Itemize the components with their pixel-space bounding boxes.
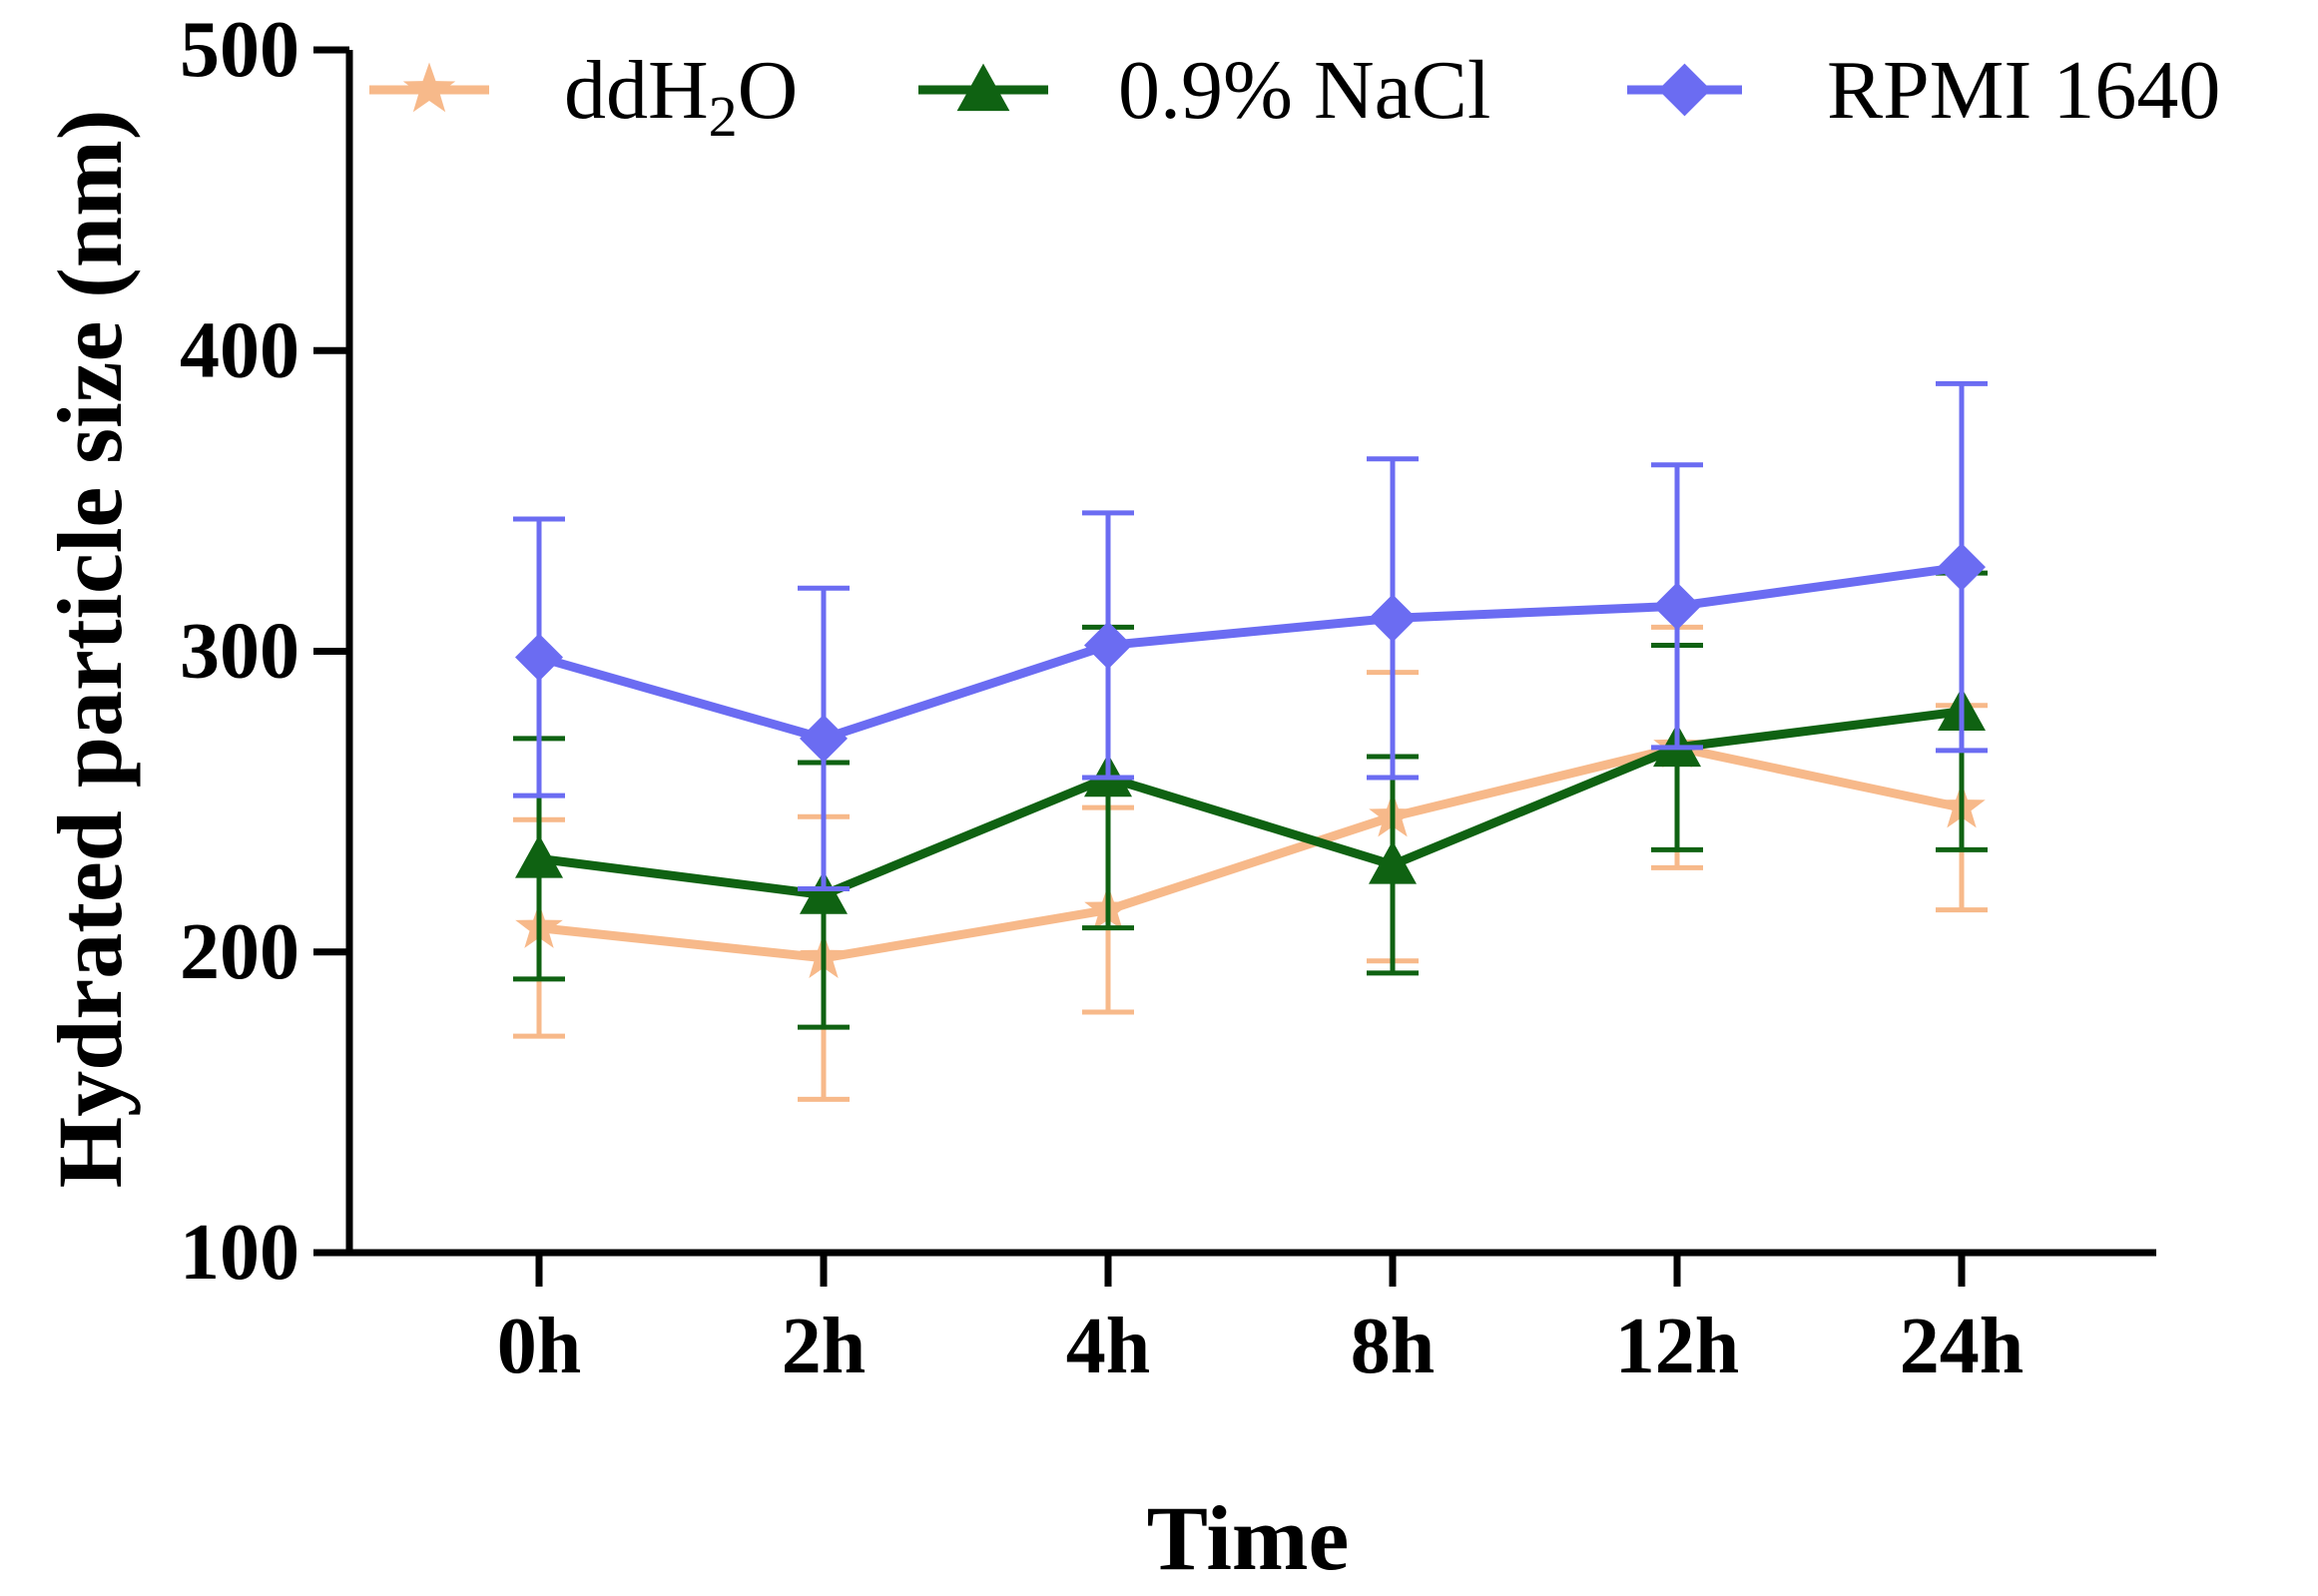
x-axis-title: Time <box>1147 1487 1350 1589</box>
series-3 <box>513 380 1988 891</box>
data-point <box>515 633 563 682</box>
legend-label: ddH2O <box>564 44 798 149</box>
x-tick-label: 12h <box>1615 1303 1740 1390</box>
y-tick-label: 400 <box>180 306 299 394</box>
y-axis-title: Hydrated particle size (nm) <box>39 110 141 1189</box>
data-point <box>515 834 563 878</box>
series-line <box>538 707 1963 900</box>
legend-entry: ddH2O <box>369 44 798 149</box>
x-ticks: 0h 2h 4h 8h 12h 24h <box>497 1253 2025 1390</box>
data-point <box>1938 543 1986 592</box>
legend-label: 0.9% NaCl <box>1118 44 1490 137</box>
x-tick-label: 8h <box>1351 1303 1436 1390</box>
y-tick-label: 300 <box>180 608 299 696</box>
data-point <box>1084 621 1132 670</box>
series-line <box>537 562 1963 744</box>
series-line <box>538 743 1963 963</box>
legend-marker <box>956 63 1010 112</box>
y-tick-label: 100 <box>180 1209 299 1297</box>
series-2 <box>513 570 1988 1030</box>
data-point <box>800 714 848 763</box>
data-point <box>1653 582 1701 631</box>
axes: 100 200 300 400 500 0h 2h 4h 8h 12h 24h <box>180 6 2156 1390</box>
data-point <box>1369 594 1417 643</box>
legend-marker <box>1658 63 1711 117</box>
series-layer <box>513 380 1988 1102</box>
y-tick-label: 200 <box>180 908 299 996</box>
legend-entry: 0.9% NaCl <box>918 44 1490 137</box>
x-tick-label: 4h <box>1066 1303 1151 1390</box>
legend-marker <box>402 62 456 113</box>
y-tick-label: 500 <box>180 6 299 94</box>
legend: ddH2O 0.9% NaCl RPMI 1640 <box>369 44 2220 149</box>
data-point <box>800 870 848 914</box>
y-ticks: 100 200 300 400 500 <box>180 6 349 1297</box>
legend-label: RPMI 1640 <box>1827 44 2220 137</box>
x-tick-label: 24h <box>1900 1303 2025 1390</box>
series-1 <box>513 624 1988 1102</box>
legend-entry: RPMI 1640 <box>1627 44 2220 137</box>
x-tick-label: 0h <box>497 1303 582 1390</box>
data-point <box>1369 840 1417 884</box>
x-tick-label: 2h <box>782 1303 867 1390</box>
